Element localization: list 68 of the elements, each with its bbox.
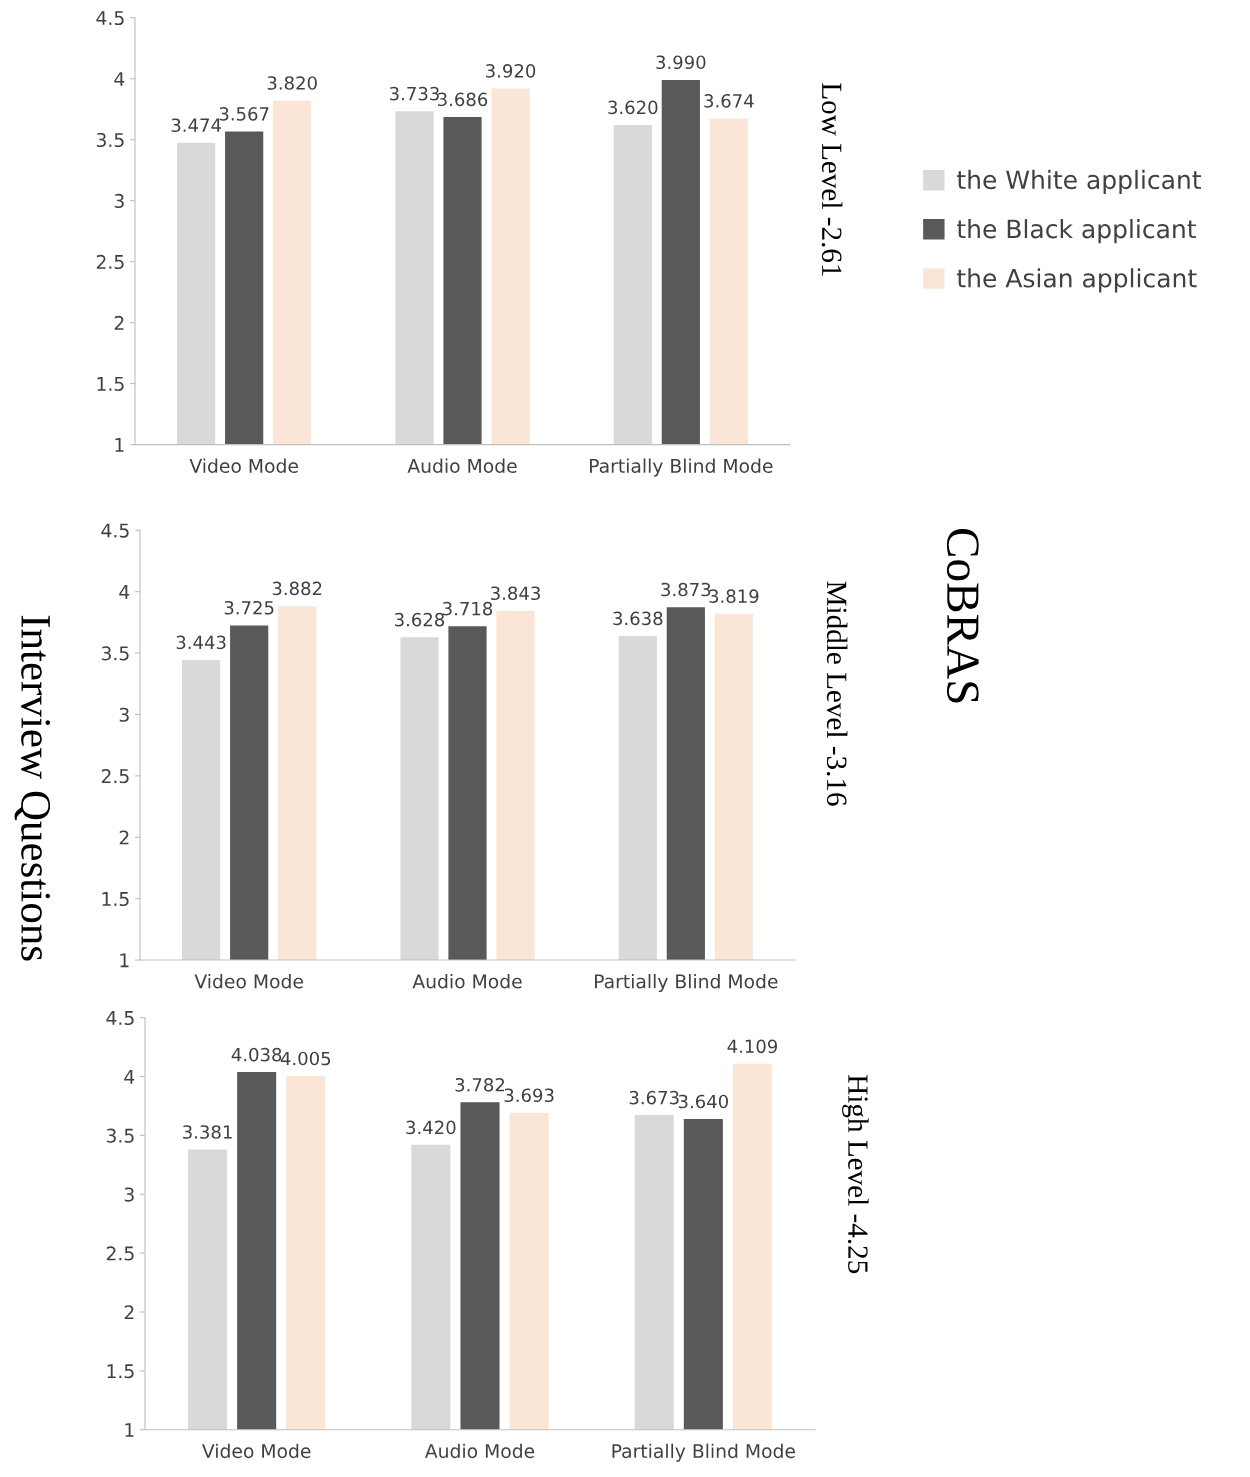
text: CoBRAS	[946, 528, 979, 703]
y-tick-label: 1.5	[107, 1364, 134, 1379]
data-label: 3.725	[224, 600, 274, 615]
y-tick-label: 3	[114, 193, 124, 209]
data-label: 3.673	[629, 1090, 679, 1105]
x-tick-label: Video Mode	[189, 458, 298, 473]
x-tick-label: Video Mode	[202, 1443, 311, 1459]
data-label: 3.819	[709, 589, 759, 603]
y-tick-label: 3.5	[101, 646, 129, 661]
y-tick-label: 1	[115, 438, 124, 452]
y-axis-title: Low Level -2.61	[821, 83, 843, 276]
y-tick-label: 3	[119, 707, 129, 722]
data-label: 3.620	[608, 100, 658, 115]
y-tick-label: 2.5	[96, 254, 124, 270]
y-tick-label: 2.5	[101, 769, 129, 784]
data-label: 3.882	[272, 581, 322, 596]
data-label: 4.109	[727, 1039, 778, 1054]
y-axis-title: High Level -4.25	[842, 1075, 869, 1274]
y-tick-label: 1.5	[97, 377, 124, 391]
y-tick-label: 3.5	[106, 1128, 134, 1143]
data-label: 3.420	[406, 1120, 456, 1135]
y-tick-label: 4	[119, 585, 130, 599]
data-label: 3.733	[390, 86, 439, 101]
y-tick-label: 3.5	[96, 132, 124, 148]
y-tick-label: 4	[124, 1069, 135, 1084]
y-tick-label: 2.5	[106, 1246, 134, 1261]
data-label: 3.443	[176, 635, 226, 650]
x-tick-label: Video Mode	[194, 973, 303, 989]
y-tick-label: 3	[124, 1187, 134, 1202]
x-tick-label: Partially Blind Mode	[612, 1443, 795, 1462]
y-tick-label: 4.5	[101, 523, 129, 538]
data-label: 3.693	[504, 1088, 554, 1103]
data-label: 3.567	[219, 107, 269, 121]
data-label: 4.038	[231, 1047, 282, 1062]
y-tick-label: 2	[124, 1305, 134, 1320]
y-tick-label: 1	[125, 1423, 134, 1437]
data-label: 3.628	[395, 612, 445, 627]
y-tick-label: 4.5	[96, 11, 124, 26]
y-axis-title: Middle Level -3.16	[826, 581, 848, 806]
data-label: 3.782	[455, 1077, 505, 1092]
data-label: 3.843	[491, 586, 540, 601]
data-label: 3.686	[438, 92, 488, 107]
data-label: 3.381	[183, 1125, 232, 1139]
x-tick-label: Partially Blind Mode	[595, 973, 778, 993]
y-tick-label: 1	[120, 953, 129, 968]
x-tick-label: Audio Mode	[407, 458, 517, 473]
data-label: 3.718	[443, 601, 493, 616]
data-label: 3.474	[171, 118, 221, 133]
x-tick-label: Audio Mode	[424, 1443, 535, 1459]
data-label: 3.990	[656, 55, 706, 70]
data-label: 4.005	[280, 1051, 331, 1066]
data-label: 3.920	[486, 63, 536, 78]
data-label: 3.638	[613, 611, 663, 626]
y-tick-label: 2	[114, 315, 124, 330]
legend-label: the Asian applicant	[957, 268, 1197, 293]
y-tick-label: 4.5	[106, 1011, 134, 1026]
legend-label: the White applicant	[957, 169, 1202, 195]
x-tick-label: Partially Blind Mode	[590, 458, 773, 477]
data-label: 3.640	[678, 1094, 728, 1109]
x-tick-label: Audio Mode	[412, 973, 522, 989]
y-tick-label: 2	[119, 830, 129, 845]
data-label: 3.873	[661, 582, 711, 597]
text: Interview Questions	[14, 615, 51, 961]
y-tick-label: 4	[114, 72, 125, 86]
legend-label: the Black applicant	[957, 219, 1196, 244]
data-label: 3.674	[704, 93, 754, 108]
y-tick-label: 1.5	[102, 892, 129, 907]
data-label: 3.820	[267, 76, 317, 90]
